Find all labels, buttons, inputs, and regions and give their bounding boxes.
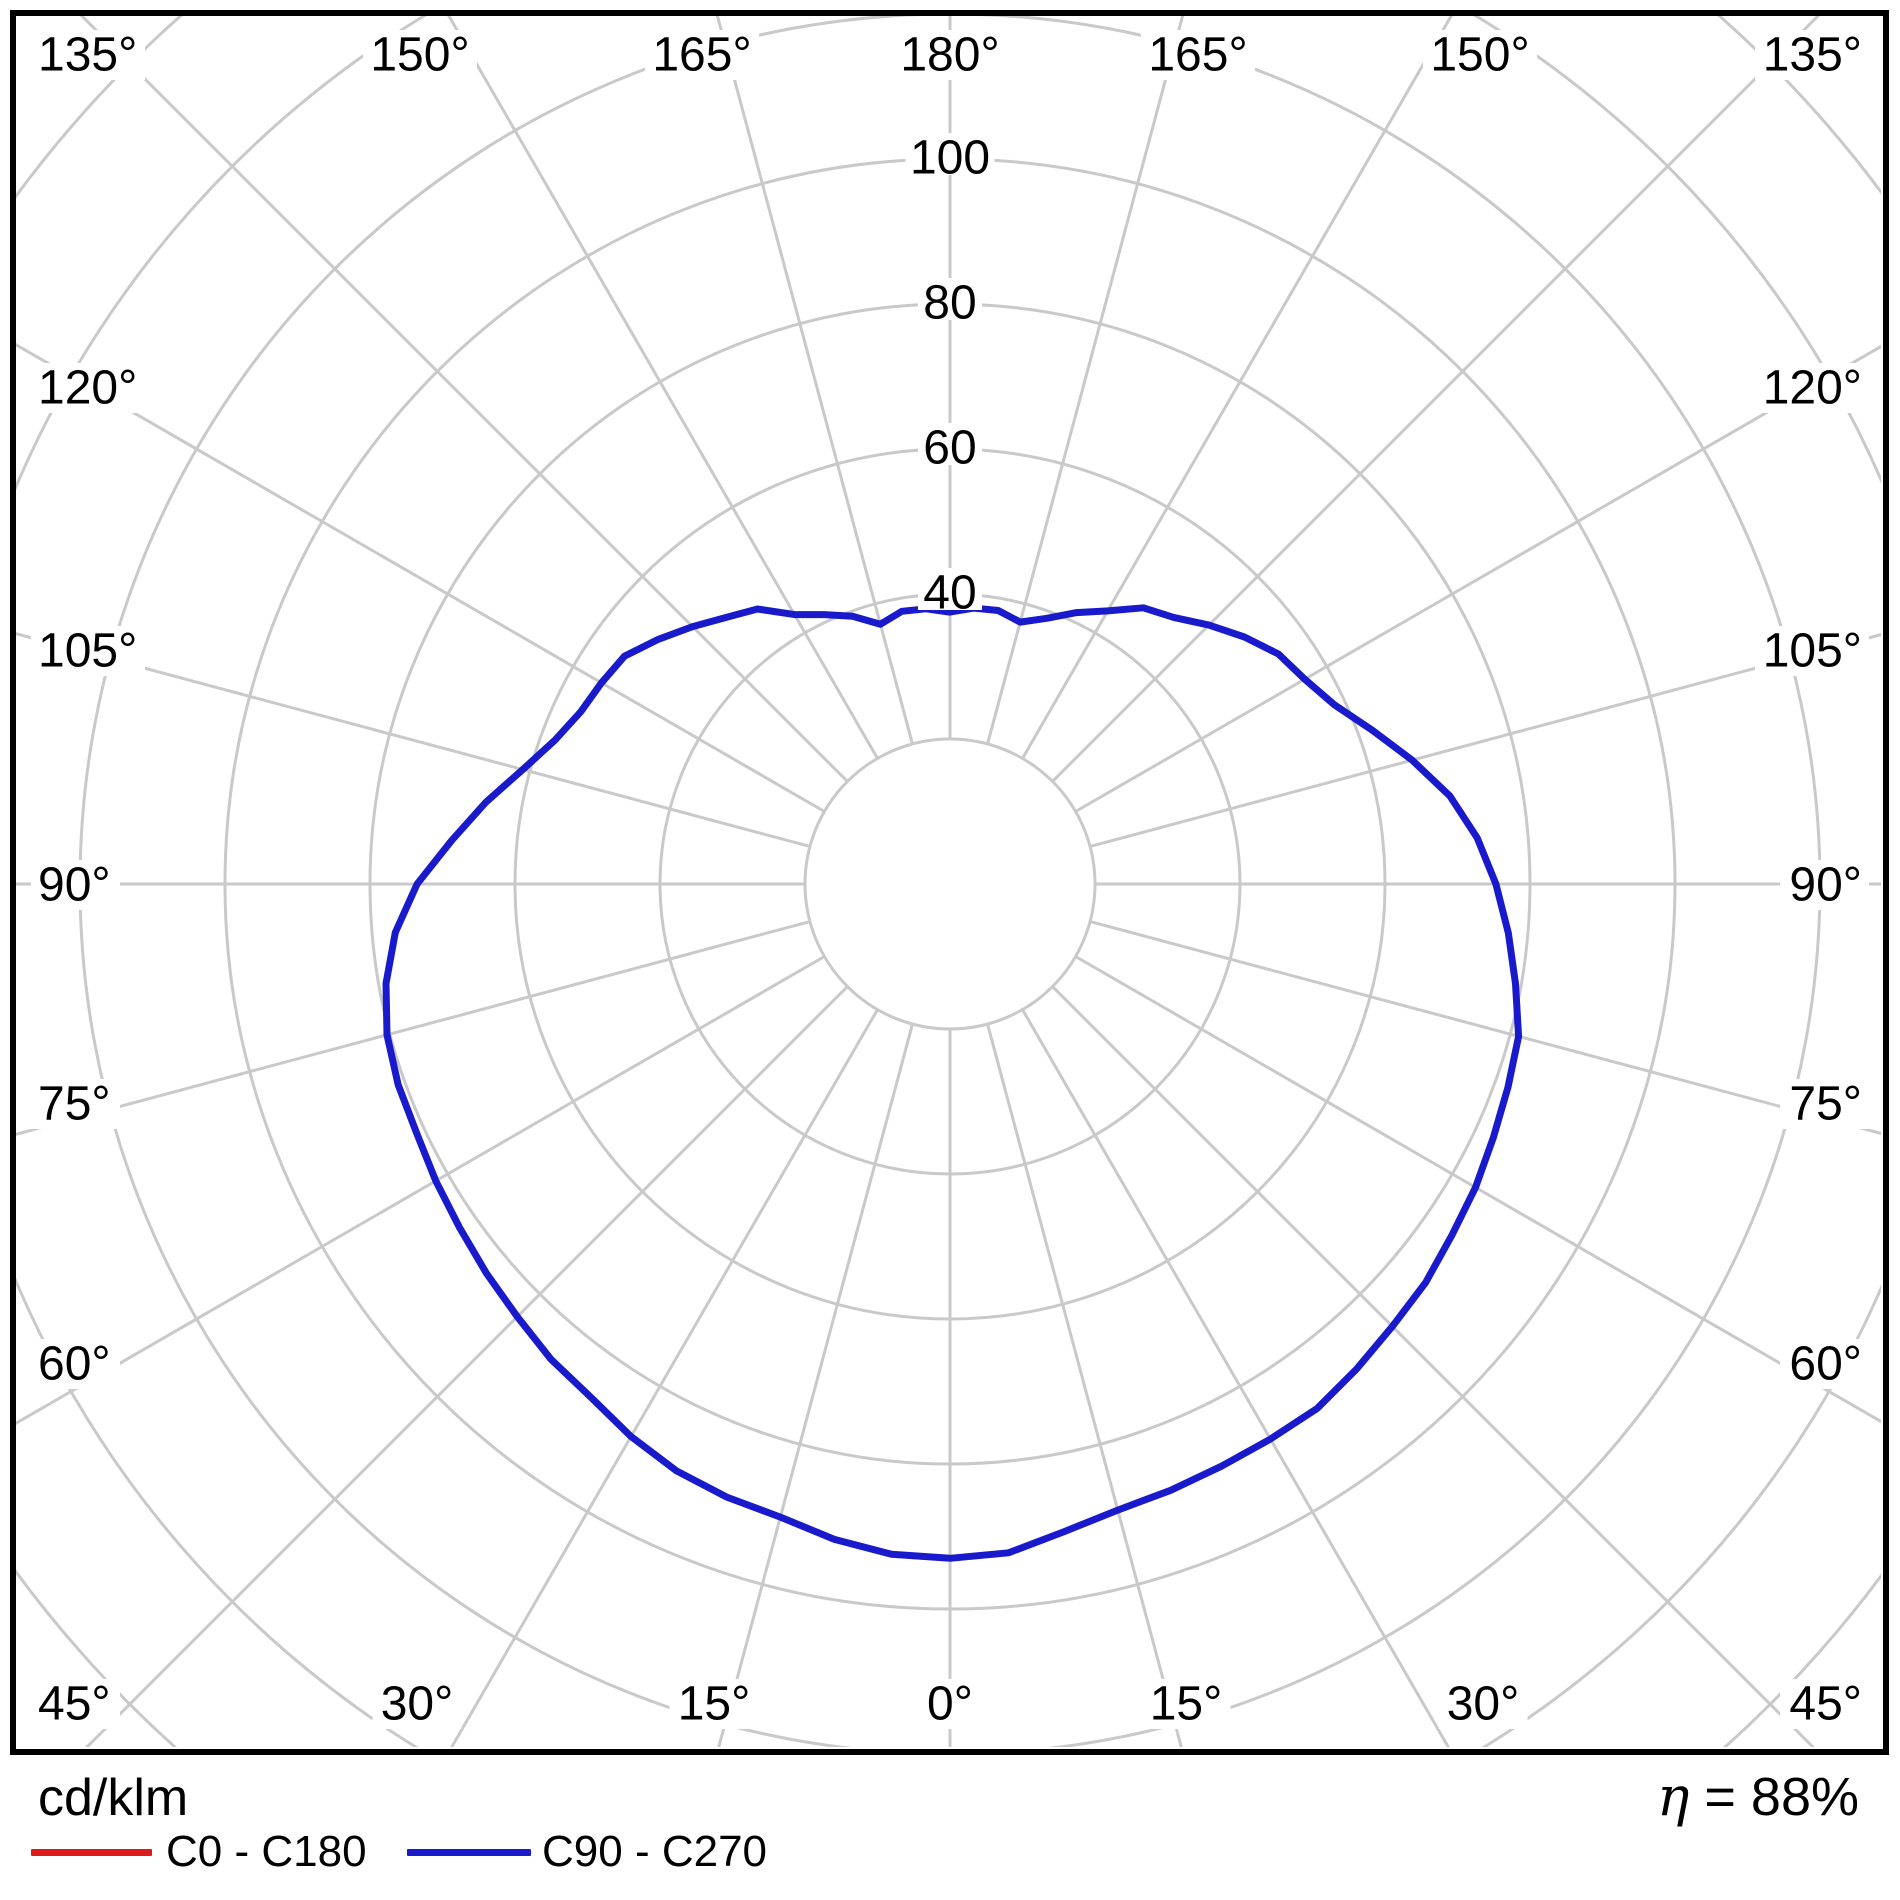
label-mask (31, 860, 120, 910)
angle-label-bottom: 15° (1150, 1678, 1223, 1731)
angle-label-right: 105° (1763, 625, 1862, 678)
label-mask (918, 1679, 982, 1729)
label-mask (1438, 1679, 1528, 1729)
polar-grid-spoke (1074, 955, 1881, 1424)
label-mask (363, 30, 477, 80)
polar-grid-spoke (16, 343, 826, 813)
polar-grid-spoke (715, 16, 914, 745)
eta-rest: = 88% (1689, 1767, 1859, 1827)
ring-value-label: 60 (923, 422, 976, 475)
angle-label-top: 165° (652, 29, 751, 82)
angle-label-bottom: 45° (38, 1678, 111, 1731)
legend-swatch-c0-c180 (31, 1849, 152, 1856)
angle-label-top: 165° (1148, 29, 1247, 82)
angle-label-bottom: 30° (381, 1678, 454, 1731)
polar-grid-ring (803, 737, 1097, 1031)
angle-label-left: 75° (38, 1078, 111, 1131)
label-mask (31, 1339, 120, 1389)
curve-c90-c270 (382, 604, 1523, 1562)
polar-grid-spoke (1021, 1008, 1450, 1747)
angle-label-bottom: 0° (927, 1678, 973, 1731)
ring-value-label: 100 (910, 132, 990, 185)
label-mask (1755, 30, 1869, 80)
angle-label-left: 105° (38, 625, 137, 678)
label-mask (918, 568, 982, 610)
label-mask (1780, 1679, 1869, 1729)
angle-label-right: 90° (1789, 859, 1862, 912)
label-mask (918, 423, 982, 465)
polar-grid-spoke (16, 632, 811, 848)
label-mask (1141, 1679, 1231, 1729)
efficiency-value: η = 88% (1657, 1765, 1859, 1828)
polar-grid-spoke (16, 955, 826, 1425)
angle-label-bottom: 15° (678, 1678, 751, 1731)
polar-grid-spoke (1089, 632, 1881, 848)
label-mask (1780, 860, 1869, 910)
label-mask (31, 1679, 120, 1729)
label-mask (1755, 626, 1869, 676)
plot-border (10, 10, 1889, 1755)
angle-label-top: 150° (370, 29, 469, 82)
angle-label-left: 120° (38, 362, 137, 415)
polar-grid-spoke (16, 920, 811, 1136)
angle-label-left: 90° (38, 859, 111, 912)
label-mask (31, 1079, 120, 1129)
angle-label-left: 60° (38, 1338, 111, 1391)
label-mask (1780, 1339, 1869, 1389)
angle-label-right: 75° (1789, 1078, 1862, 1131)
polar-grid-spoke (447, 16, 879, 760)
angle-label-top: 135° (1763, 29, 1862, 82)
label-mask (31, 30, 145, 80)
label-mask (31, 626, 145, 676)
label-mask (905, 133, 995, 175)
angle-label-top: 150° (1430, 29, 1529, 82)
angle-label-right: 120° (1763, 362, 1862, 415)
angle-label-top: 135° (38, 29, 137, 82)
label-mask (31, 363, 145, 413)
ring-value-label: 40 (923, 567, 976, 620)
polar-grid-spoke (717, 1023, 914, 1747)
polar-grid-spoke (1074, 344, 1881, 813)
polar-grid-spoke (1089, 920, 1881, 1136)
label-mask (1423, 30, 1537, 80)
label-mask (1755, 363, 1869, 413)
polar-grid-spoke (450, 1008, 879, 1747)
label-mask (1780, 1079, 1869, 1129)
angle-label-right: 60° (1789, 1338, 1862, 1391)
label-mask (669, 1679, 759, 1729)
label-mask (1141, 30, 1255, 80)
polar-grid-spoke (986, 16, 1185, 745)
ring-value-label: 80 (923, 277, 976, 330)
label-mask (372, 1679, 462, 1729)
legend-label-c0-c180: C0 - C180 (166, 1827, 367, 1876)
label-mask (645, 30, 759, 80)
angle-label-bottom: 30° (1447, 1678, 1520, 1731)
polar-grid-spoke (1021, 16, 1453, 760)
angle-label-top: 180° (900, 29, 999, 82)
polar-grid-spoke (986, 1023, 1183, 1747)
eta-symbol: η (1657, 1765, 1690, 1828)
legend-swatch-c90-c270 (407, 1849, 531, 1856)
label-mask (918, 278, 982, 320)
angle-label-bottom: 45° (1789, 1678, 1862, 1731)
units-label: cd/klm (38, 1769, 189, 1827)
legend-label-c90-c270: C90 - C270 (542, 1827, 768, 1876)
label-mask (893, 30, 1007, 80)
